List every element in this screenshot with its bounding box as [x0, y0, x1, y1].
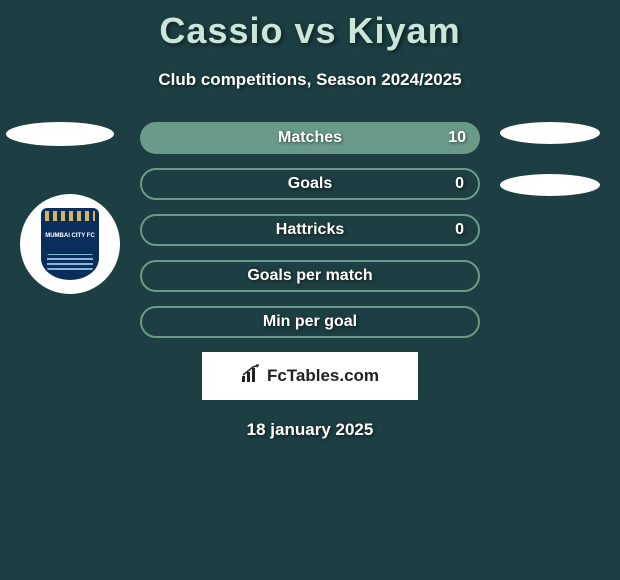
stat-label: Hattricks — [276, 221, 344, 239]
stat-bar-goals: Goals 0 — [140, 168, 480, 200]
stat-value: 10 — [448, 129, 466, 147]
stat-label: Goals — [288, 175, 332, 193]
branding-box[interactable]: FcTables.com — [202, 352, 418, 400]
stat-bars: Matches 10 Goals 0 Hattricks 0 Goals per… — [140, 122, 480, 338]
stat-bar-hattricks: Hattricks 0 — [140, 214, 480, 246]
stat-bar-goals-per-match: Goals per match — [140, 260, 480, 292]
player-right-placeholder-1 — [500, 122, 600, 144]
page-title: Cassio vs Kiyam — [0, 0, 620, 52]
stat-value: 0 — [455, 221, 464, 239]
date-text: 18 january 2025 — [0, 420, 620, 440]
subtitle: Club competitions, Season 2024/2025 — [0, 70, 620, 90]
club-shield-icon: MUMBAI CITY FC — [41, 208, 99, 280]
stat-bar-min-per-goal: Min per goal — [140, 306, 480, 338]
stat-value: 0 — [455, 175, 464, 193]
chart-icon — [241, 364, 263, 389]
player-right-placeholder-2 — [500, 174, 600, 196]
stat-label: Goals per match — [247, 267, 372, 285]
branding-text: FcTables.com — [267, 366, 379, 386]
stat-label: Min per goal — [263, 313, 357, 331]
club-badge: MUMBAI CITY FC — [20, 194, 120, 294]
club-name: MUMBAI CITY FC — [45, 233, 95, 239]
stat-bar-matches: Matches 10 — [140, 122, 480, 154]
stat-label: Matches — [278, 129, 342, 147]
player-left-placeholder — [6, 122, 114, 146]
comparison-section: MUMBAI CITY FC Matches 10 Goals 0 Hattri… — [0, 122, 620, 440]
